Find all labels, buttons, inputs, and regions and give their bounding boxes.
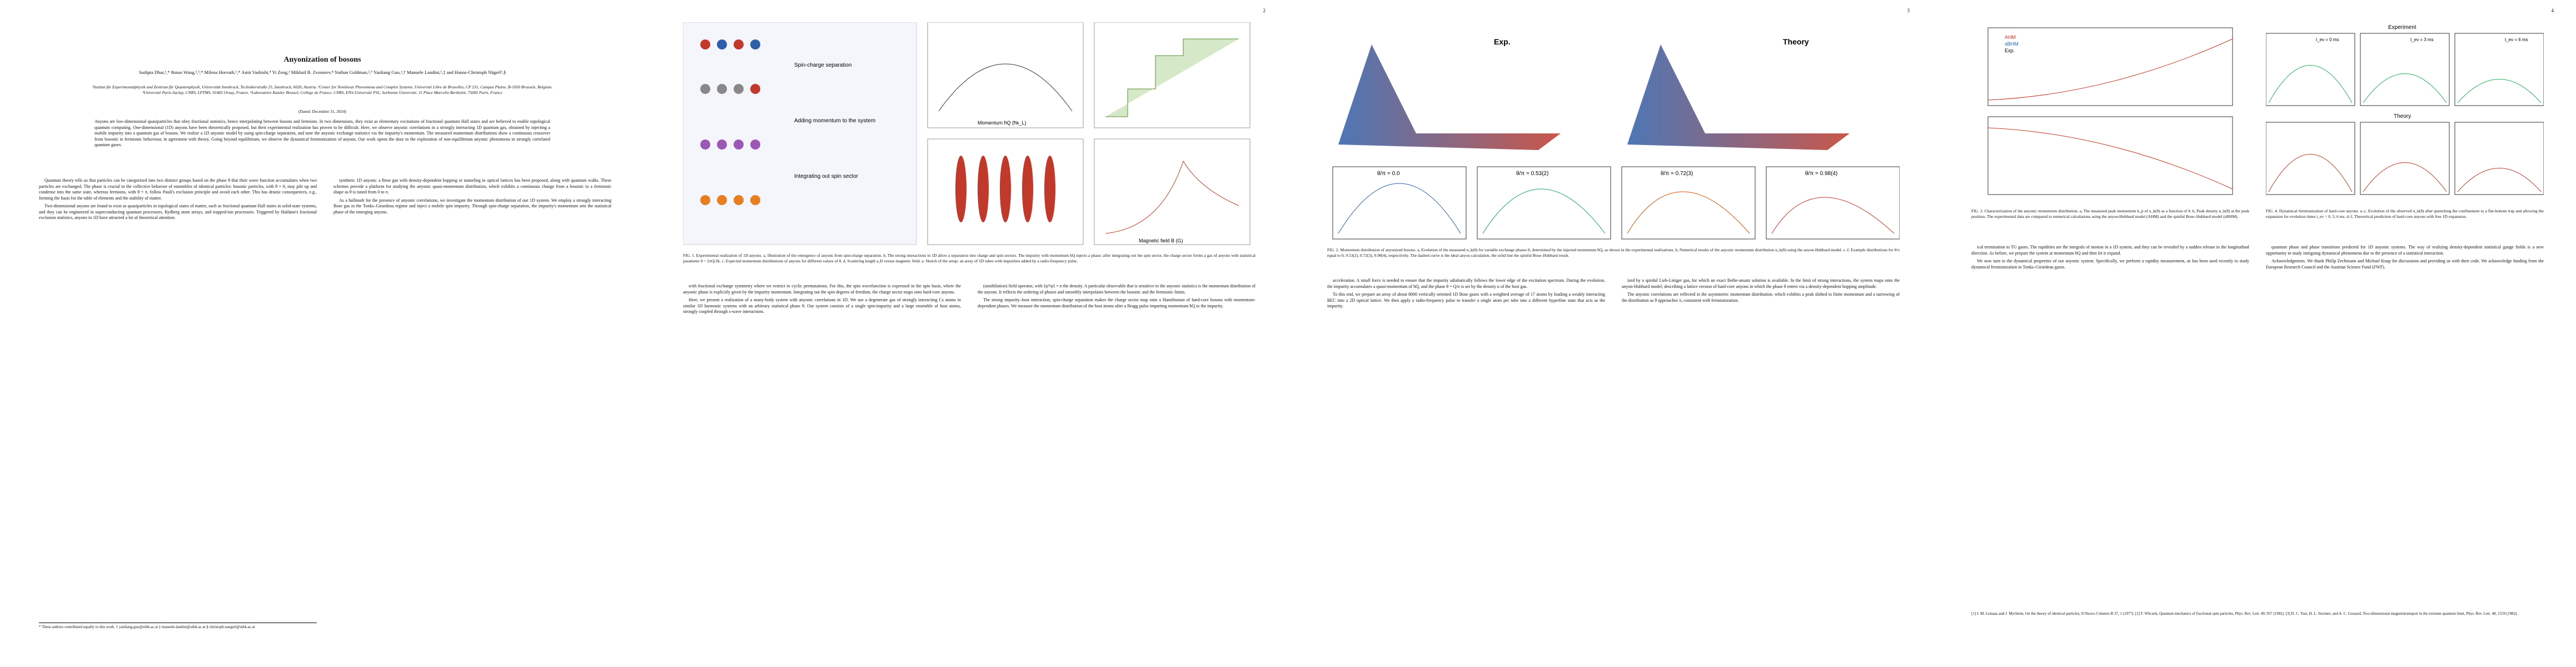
paragraph: To this end, we prepare an array of abou…: [1327, 292, 1605, 308]
figure-3: AHM sBHM Exp.: [1987, 27, 2233, 195]
label: t_ev = 6 ms: [2505, 37, 2528, 42]
paragraph: ical termination to TG gases. The rapidi…: [1971, 245, 2249, 256]
dispersion: [938, 63, 1073, 112]
figure-4: Experiment Theory t_ev = 0 ms t_ev = 3 m…: [2266, 24, 2544, 195]
steps: [1105, 38, 1239, 117]
axis-label: Magnetic field B (G): [1139, 238, 1183, 243]
page-4: 4 AHM sBHM Exp. FIG. 3. Characterization…: [1932, 0, 2576, 667]
paragraph: acceleration. A small force is needed to…: [1327, 278, 1605, 289]
column-right: synthetic 1D anyons: a Bose gas with den…: [333, 178, 611, 217]
paragraph: The strong impurity–host interaction, sp…: [978, 297, 1255, 308]
authors: Sudipta Dhar,¹,* Botao Wang,²,³,* Milena…: [138, 69, 506, 75]
page-number: 2: [1263, 8, 1266, 13]
label: Experiment: [2388, 24, 2416, 31]
page-1: Anyonization of bosons Sudipta Dhar,¹,* …: [0, 0, 644, 667]
paragraph: Quantum theory tells us that particles c…: [39, 178, 317, 201]
figure-1: Spin-charge separation Adding momentum t…: [683, 22, 1250, 245]
date: (Dated: December 31, 2024): [298, 109, 346, 114]
paragraph: Acknowledgments. We thank Philip Zechman…: [2266, 258, 2544, 270]
panel-a: [683, 22, 917, 245]
curve: [1987, 127, 2233, 190]
legend-entry: AHM: [2005, 34, 2016, 40]
paragraph: We now turn to the dynamical properties …: [1971, 258, 2249, 270]
legend-entry: sBHM: [2005, 41, 2019, 47]
label: t_ev = 3 ms: [2410, 37, 2434, 42]
label: Theory: [2394, 113, 2411, 120]
references: [1] J. M. Leinaas and J. Myrheim, On the…: [1971, 611, 2518, 616]
paragraph: Here, we present a realization of a many…: [683, 297, 961, 314]
label: θ/π = 0.72(3): [1661, 171, 1693, 177]
column-right: ized by a spinful Lieb-Liniger gas, for …: [1622, 278, 1900, 306]
column-right: (annihilation) field operator, with ⟨ψ†ψ…: [978, 283, 1255, 311]
label: Spin-charge separation: [794, 62, 851, 68]
tubes: [955, 156, 1055, 222]
curve: [1105, 160, 1239, 234]
legend-entry: Exp.: [2005, 48, 2015, 53]
label: Exp.: [1494, 37, 1511, 46]
paragraph: synthetic 1D anyons: a Bose gas with den…: [333, 178, 611, 195]
panels-c-f: [1332, 166, 1900, 240]
affiliations: ¹Institut für Experimentalphysik und Zen…: [92, 84, 552, 95]
paragraph: Two-dimensional anyons are found to exis…: [39, 203, 317, 220]
column-left: acceleration. A small force is needed to…: [1327, 278, 1605, 312]
surface-theory: [1627, 44, 1850, 150]
figure-caption: FIG. 3. Characterization of the anyonic …: [1971, 208, 2249, 219]
page-3: 3 Exp. Theory θ/π = 0.0 θ/π = 0.53(2) θ/…: [1288, 0, 1932, 667]
page-2: 2 Spin-charge separation Adding momentum…: [644, 0, 1288, 667]
paragraph: with fractional exchange symmetry where …: [683, 283, 961, 295]
label: Adding momentum to the system: [794, 118, 875, 124]
figure-caption: FIG. 1. Experimental realization of 1D a…: [683, 253, 1255, 263]
paragraph: As a hallmark for the presence of anyoni…: [333, 197, 611, 215]
figure-2: Exp. Theory θ/π = 0.0 θ/π = 0.53(2) θ/π …: [1332, 37, 1900, 240]
column-left: ical termination to TG gases. The rapidi…: [1971, 245, 2249, 272]
column-left: with fractional exchange symmetry where …: [683, 283, 961, 317]
page-number: 4: [2551, 8, 2554, 13]
paragraph: (annihilation) field operator, with ⟨ψ†ψ…: [978, 283, 1255, 295]
footnotes: * These authors contributed equally to t…: [39, 623, 317, 630]
panel-b: [927, 22, 1084, 128]
column-left: Quantum theory tells us that particles c…: [39, 178, 317, 223]
paragraph: The anyonic correlations are reflected i…: [1622, 292, 1900, 303]
figure-caption: FIG. 2. Momentum distribution of anyoniz…: [1327, 247, 1900, 258]
curve: [1987, 38, 2233, 101]
label: Integrating out spin sector: [794, 173, 859, 180]
abstract: Anyons are low-dimensional quasiparticle…: [94, 119, 550, 147]
label: θ/π = 0.0: [1377, 171, 1400, 177]
figure-caption: FIG. 4. Dynamical fermionization of hard…: [2266, 208, 2544, 219]
axis-label: Momentum ħQ (ħk_L): [978, 120, 1027, 126]
paragraph: quantum phase and phase transitions pred…: [2266, 245, 2544, 256]
atom-rows: [700, 39, 760, 205]
page-number: 3: [1907, 8, 1910, 13]
label: θ/π = 0.53(2): [1516, 171, 1548, 177]
column-right: quantum phase and phase transitions pred…: [2266, 245, 2544, 272]
label: Theory: [1783, 37, 1809, 46]
surface-exp: [1338, 44, 1561, 150]
paragraph: ized by a spinful Lieb-Liniger gas, for …: [1622, 278, 1900, 289]
label: t_ev = 0 ms: [2316, 37, 2339, 42]
label: θ/π = 0.98(4): [1805, 171, 1837, 177]
title: Anyonization of bosons: [283, 56, 361, 64]
panel-e: [1094, 138, 1250, 245]
